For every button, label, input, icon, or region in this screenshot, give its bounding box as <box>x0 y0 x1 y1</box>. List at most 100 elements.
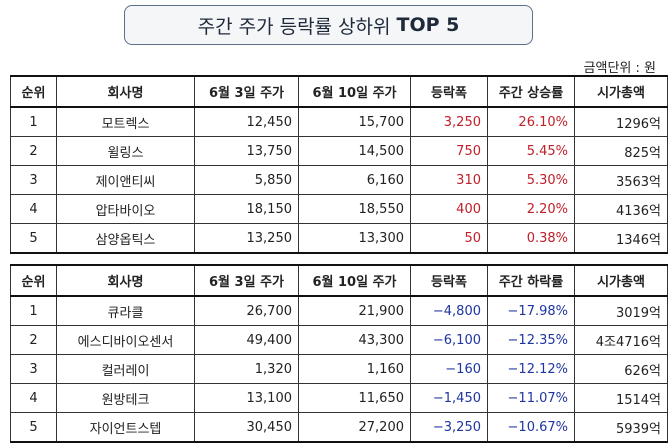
header-row: 순위 회사명 6월 3일 주가 6월 10일 주가 등락폭 주간 하락률 시가총액 <box>10 264 668 297</box>
jun10-price-cell: 21,900 <box>298 295 411 326</box>
rank-cell: 2 <box>10 136 57 166</box>
rate-header: 주간 상승률 <box>487 75 575 108</box>
change-header: 등락폭 <box>410 75 488 108</box>
rank-cell: 4 <box>10 194 57 224</box>
title-box: 주간 주가 등락률 상하위 TOP 5 <box>124 5 533 45</box>
jun3-price-cell: 49,400 <box>194 325 299 355</box>
market-cap-cell: 3019억 <box>574 295 668 326</box>
jun3-price-cell: 13,100 <box>194 383 299 413</box>
rate-cell: 26.10% <box>487 106 575 137</box>
jun10-price-cell: 43,300 <box>298 325 411 355</box>
jun3-price-cell: 5,850 <box>194 165 299 195</box>
fall-table: 순위 회사명 6월 3일 주가 6월 10일 주가 등락폭 주간 하락률 시가총액 1 큐라클… <box>10 264 668 443</box>
change-cell: −3,250 <box>410 412 488 443</box>
rate-cell: −17.98% <box>487 295 575 326</box>
table-row: 4 원방테크 13,100 11,650 −1,450 −11.07% 1514억 <box>10 383 668 413</box>
rate-cell: 5.45% <box>487 136 575 166</box>
header-row: 순위 회사명 6월 3일 주가 6월 10일 주가 등락폭 주간 상승률 시가총액 <box>10 75 668 108</box>
jun3-price-header: 6월 3일 주가 <box>194 264 299 297</box>
market-cap-cell: 1296억 <box>574 106 668 137</box>
rank-cell: 4 <box>10 383 57 413</box>
table-row: 3 컬러레이 1,320 1,160 −160 −12.12% 626억 <box>10 354 668 384</box>
jun10-price-cell: 14,500 <box>298 136 411 166</box>
market-cap-cell: 626억 <box>574 354 668 384</box>
table-row: 1 모트렉스 12,450 15,700 3,250 26.10% 1296억 <box>10 106 668 137</box>
company-cell: 컬러레이 <box>56 354 195 384</box>
change-header: 등락폭 <box>410 264 488 297</box>
table-row: 3 제이앤티씨 5,850 6,160 310 5.30% 3563억 <box>10 165 668 195</box>
title-korean: 주간 주가 등락률 상하위 <box>197 15 391 38</box>
company-cell: 제이앤티씨 <box>56 165 195 195</box>
change-cell: 50 <box>410 223 488 254</box>
market-cap-cell: 4조4716억 <box>574 325 668 355</box>
jun3-price-cell: 13,250 <box>194 223 299 254</box>
rate-cell: −10.67% <box>487 412 575 443</box>
market-cap-header: 시가총액 <box>574 264 668 297</box>
table-row: 4 압타바이오 18,150 18,550 400 2.20% 4136억 <box>10 194 668 224</box>
rank-cell: 1 <box>10 106 57 137</box>
company-cell: 자이언트스텝 <box>56 412 195 443</box>
rate-cell: 0.38% <box>487 223 575 254</box>
company-cell: 압타바이오 <box>56 194 195 224</box>
jun3-price-cell: 26,700 <box>194 295 299 326</box>
market-cap-cell: 4136억 <box>574 194 668 224</box>
table-row: 5 자이언트스텝 30,450 27,200 −3,250 −10.67% 5939억 <box>10 412 668 443</box>
company-cell: 모트렉스 <box>56 106 195 137</box>
company-header: 회사명 <box>56 75 195 108</box>
rate-cell: −12.12% <box>487 354 575 384</box>
change-cell: 3,250 <box>410 106 488 137</box>
rise-table: 순위 회사명 6월 3일 주가 6월 10일 주가 등락폭 주간 상승률 시가총액 1 모트렉… <box>10 75 668 254</box>
company-cell: 에스디바이오센서 <box>56 325 195 355</box>
jun10-price-header: 6월 10일 주가 <box>298 264 411 297</box>
jun10-price-header: 6월 10일 주가 <box>298 75 411 108</box>
table-row: 5 삼양옵틱스 13,250 13,300 50 0.38% 1346억 <box>10 223 668 254</box>
market-cap-cell: 5939억 <box>574 412 668 443</box>
table-row: 2 윌링스 13,750 14,500 750 5.45% 825억 <box>10 136 668 166</box>
company-cell: 삼양옵틱스 <box>56 223 195 254</box>
rank-cell: 1 <box>10 295 57 326</box>
rank-header: 순위 <box>10 75 57 108</box>
jun3-price-cell: 12,450 <box>194 106 299 137</box>
rate-header: 주간 하락률 <box>487 264 575 297</box>
change-cell: −1,450 <box>410 383 488 413</box>
table-row: 2 에스디바이오센서 49,400 43,300 −6,100 −12.35% 4조4716… <box>10 325 668 355</box>
jun10-price-cell: 18,550 <box>298 194 411 224</box>
change-cell: 750 <box>410 136 488 166</box>
jun3-price-cell: 18,150 <box>194 194 299 224</box>
table-row: 1 큐라클 26,700 21,900 −4,800 −17.98% 3019억 <box>10 295 668 326</box>
market-cap-cell: 1514억 <box>574 383 668 413</box>
jun3-price-cell: 13,750 <box>194 136 299 166</box>
rank-cell: 3 <box>10 165 57 195</box>
rank-cell: 2 <box>10 325 57 355</box>
market-cap-cell: 3563억 <box>574 165 668 195</box>
market-cap-cell: 1346억 <box>574 223 668 254</box>
rate-cell: −12.35% <box>487 325 575 355</box>
jun3-price-header: 6월 3일 주가 <box>194 75 299 108</box>
rank-header: 순위 <box>10 264 57 297</box>
market-cap-header: 시가총액 <box>574 75 668 108</box>
unit-note: 금액단위 : 원 <box>583 61 656 76</box>
rank-cell: 5 <box>10 223 57 254</box>
company-cell: 큐라클 <box>56 295 195 326</box>
company-cell: 윌링스 <box>56 136 195 166</box>
rate-cell: 2.20% <box>487 194 575 224</box>
change-cell: 310 <box>410 165 488 195</box>
jun10-price-cell: 11,650 <box>298 383 411 413</box>
change-cell: −6,100 <box>410 325 488 355</box>
rank-cell: 3 <box>10 354 57 384</box>
rate-cell: −11.07% <box>487 383 575 413</box>
jun3-price-cell: 30,450 <box>194 412 299 443</box>
change-cell: −4,800 <box>410 295 488 326</box>
company-cell: 원방테크 <box>56 383 195 413</box>
company-header: 회사명 <box>56 264 195 297</box>
rate-cell: 5.30% <box>487 165 575 195</box>
jun10-price-cell: 13,300 <box>298 223 411 254</box>
change-cell: −160 <box>410 354 488 384</box>
jun10-price-cell: 6,160 <box>298 165 411 195</box>
title-english: TOP 5 <box>396 14 460 36</box>
change-cell: 400 <box>410 194 488 224</box>
jun3-price-cell: 1,320 <box>194 354 299 384</box>
jun10-price-cell: 1,160 <box>298 354 411 384</box>
jun10-price-cell: 27,200 <box>298 412 411 443</box>
market-cap-cell: 825억 <box>574 136 668 166</box>
